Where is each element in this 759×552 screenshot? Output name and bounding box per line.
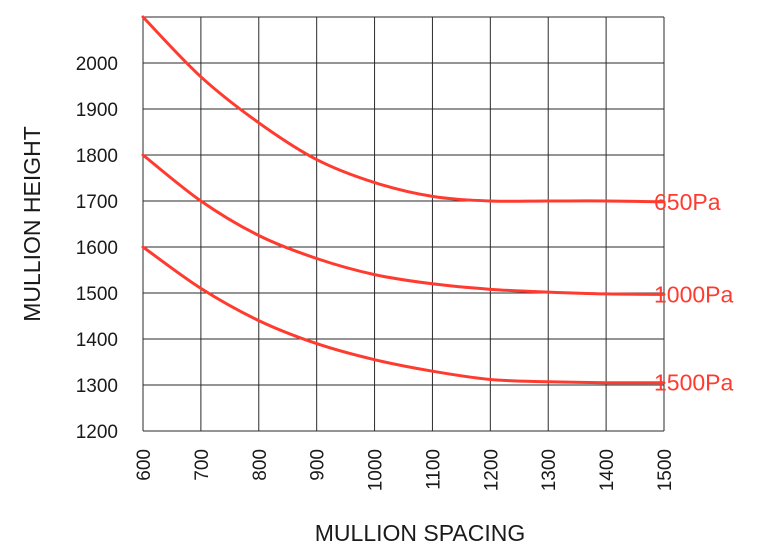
y-tick-label: 1200 xyxy=(76,422,118,443)
x-tick-label: 1300 xyxy=(539,449,560,491)
y-tick-label: 1700 xyxy=(76,192,118,213)
y-tick-label: 1300 xyxy=(76,376,118,397)
y-tick-label: 1900 xyxy=(76,100,118,121)
y-tick-label: 1800 xyxy=(76,146,118,167)
y-axis-title: MULLION HEIGHT xyxy=(19,126,45,322)
x-tick-label: 1000 xyxy=(366,449,387,491)
x-tick-labels: 600 700 800 900 1000 1100 1200 1300 1400 1500 xyxy=(134,449,676,491)
y-tick-label: 2000 xyxy=(76,54,118,75)
series-line-1000Pa xyxy=(141,153,666,296)
y-tick-label: 1400 xyxy=(76,330,118,351)
series-labels: 650Pa 1000Pa 1500Pa xyxy=(654,189,734,396)
x-axis-title: MULLION SPACING xyxy=(315,520,525,546)
y-tick-labels: 1200 1300 1400 1500 1600 1700 1800 1900 2000 xyxy=(76,54,118,443)
series-label-1000Pa: 1000Pa xyxy=(654,281,734,307)
x-tick-label: 700 xyxy=(192,449,213,481)
x-tick-label: 600 xyxy=(134,449,155,481)
x-tick-label: 800 xyxy=(250,449,271,481)
series-line-1500Pa xyxy=(141,245,666,385)
plot-area xyxy=(143,17,664,431)
x-tick-label: 1400 xyxy=(597,449,618,491)
x-tick-label: 900 xyxy=(308,449,329,481)
series-lines xyxy=(141,15,666,385)
x-tick-label: 1200 xyxy=(481,449,502,491)
series-label-1500Pa: 1500Pa xyxy=(654,370,734,396)
series-label-650Pa: 650Pa xyxy=(654,189,721,215)
series-line-650Pa xyxy=(141,15,666,204)
x-tick-label: 1100 xyxy=(423,449,444,490)
x-tick-label: 1500 xyxy=(655,449,676,491)
y-tick-label: 1500 xyxy=(76,284,118,305)
y-tick-label: 1600 xyxy=(76,238,118,259)
